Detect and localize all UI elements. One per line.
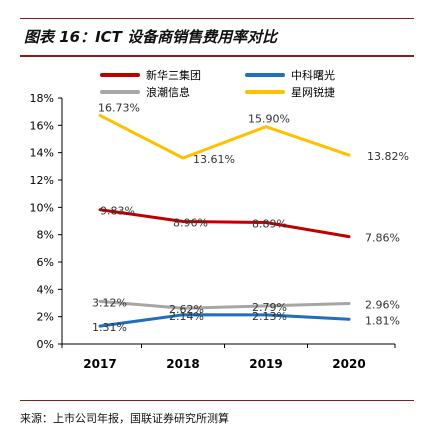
data-label: 3.12% [92, 296, 127, 309]
data-label: 1.81% [365, 314, 400, 327]
x-tick-label: 2020 [332, 357, 365, 371]
y-tick-label: 2% [37, 311, 54, 324]
x-tick-label: 2017 [83, 357, 116, 371]
chart-series-lines [98, 113, 351, 328]
data-label: 13.61% [193, 153, 235, 166]
y-tick-label: 0% [37, 338, 54, 351]
data-label: 1.31% [92, 321, 127, 334]
legend-label: 浪潮信息 [146, 85, 190, 99]
data-label: 2.62% [169, 303, 204, 316]
data-label: 9.83% [100, 205, 135, 218]
data-label: 2.96% [365, 299, 400, 312]
bottom-rule [20, 400, 414, 401]
legend-label: 中科曙光 [291, 68, 335, 82]
data-label: 8.89% [252, 218, 287, 231]
data-label: 15.90% [248, 113, 290, 126]
y-tick-label: 18% [30, 92, 54, 105]
y-tick-label: 8% [37, 229, 54, 242]
top-rule [20, 18, 414, 19]
data-label: 8.96% [173, 217, 208, 230]
data-label: 7.86% [365, 232, 400, 245]
series-line-3 [98, 113, 351, 160]
y-tick-label: 4% [37, 283, 54, 296]
legend-label: 新华三集团 [146, 68, 201, 82]
series-line-0 [98, 208, 351, 239]
data-label: 2.79% [252, 301, 287, 314]
figure-title: 图表 16：ICT 设备商销售费用率对比 [24, 28, 278, 46]
chart-axes: 0% 2% 4% 6% 8% 10% 12% 14% 16% 18% 2017 2018 2019 202… [30, 92, 396, 371]
y-tick-label: 6% [37, 256, 54, 269]
y-tick-label: 12% [30, 174, 54, 187]
chart-data-labels: 9.83% 8.96% 8.89% 7.86% 1.31% 2.14% 2.13% 1.81%… [92, 101, 409, 334]
y-tick-label: 16% [30, 119, 54, 132]
title-rule [20, 55, 414, 57]
x-tick-label: 2018 [166, 357, 199, 371]
data-label: 13.82% [367, 150, 409, 163]
y-tick-label: 10% [30, 201, 54, 214]
series-line-1 [98, 313, 351, 328]
y-tick-label: 14% [30, 147, 54, 160]
x-tick-label: 2019 [249, 357, 282, 371]
series-line-2 [98, 299, 351, 310]
data-label: 2.14% [169, 310, 204, 323]
data-label: 2.13% [252, 310, 287, 323]
source-note: 来源：上市公司年报，国联证券研究所测算 [20, 412, 229, 425]
data-label: 16.73% [98, 101, 140, 114]
legend-label: 星网锐捷 [291, 85, 335, 99]
line-chart: 0% 2% 4% 6% 8% 10% 12% 14% 16% 18% 2017 2018 2019 202… [30, 68, 409, 371]
